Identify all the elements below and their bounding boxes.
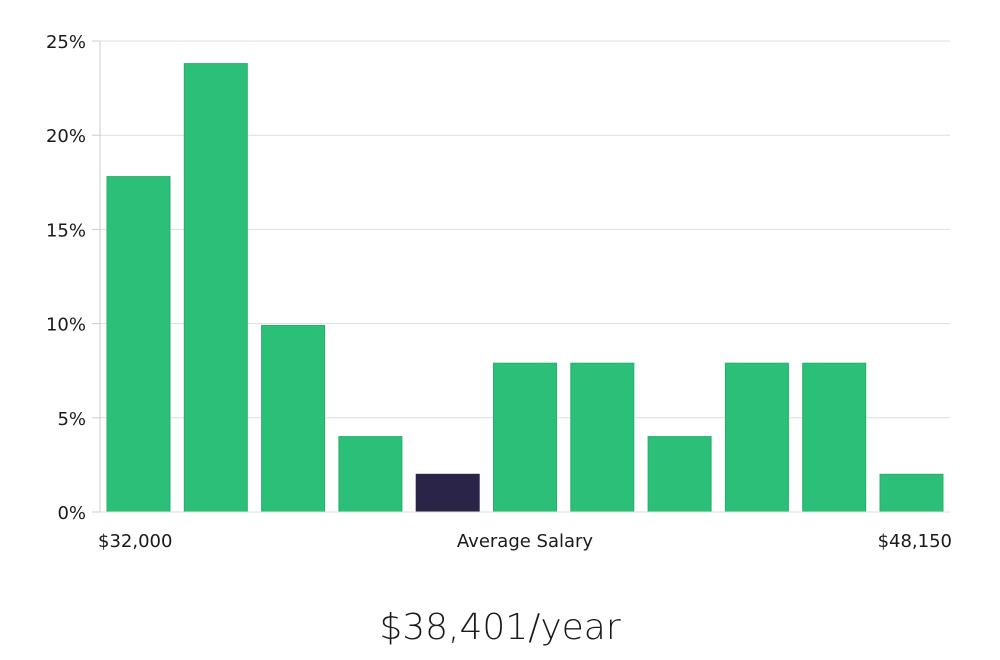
x-max-label: $48,150 <box>878 531 952 552</box>
x-center-label: Average Salary <box>457 531 594 552</box>
histogram-bar <box>106 176 171 513</box>
y-tick-label: 10% <box>46 315 86 336</box>
histogram-bar <box>802 362 867 513</box>
histogram-bar <box>261 325 326 513</box>
histogram-bars <box>106 63 944 513</box>
y-tick-label: 0% <box>57 503 86 524</box>
y-tick-label: 20% <box>46 126 86 147</box>
histogram-bar <box>493 362 557 513</box>
histogram-bar <box>338 436 403 513</box>
histogram-bar <box>570 362 635 513</box>
y-tick-label: 5% <box>57 409 86 430</box>
y-tick-label: 25% <box>46 32 86 53</box>
histogram-bar <box>647 436 712 513</box>
histogram-bar <box>724 362 789 513</box>
salary-histogram: 0%5%10%15%20%25% $32,000 Average Salary … <box>46 32 952 552</box>
y-tick-label: 15% <box>46 220 86 241</box>
y-axis-ticks: 0% 5% 10% 15% 20% 25% <box>46 32 100 524</box>
histogram-bar <box>879 473 944 513</box>
histogram-bar-average <box>415 473 480 513</box>
average-salary-value: $38,401/year <box>379 607 621 648</box>
x-min-label: $32,000 <box>98 531 172 552</box>
histogram-bar <box>183 63 248 513</box>
